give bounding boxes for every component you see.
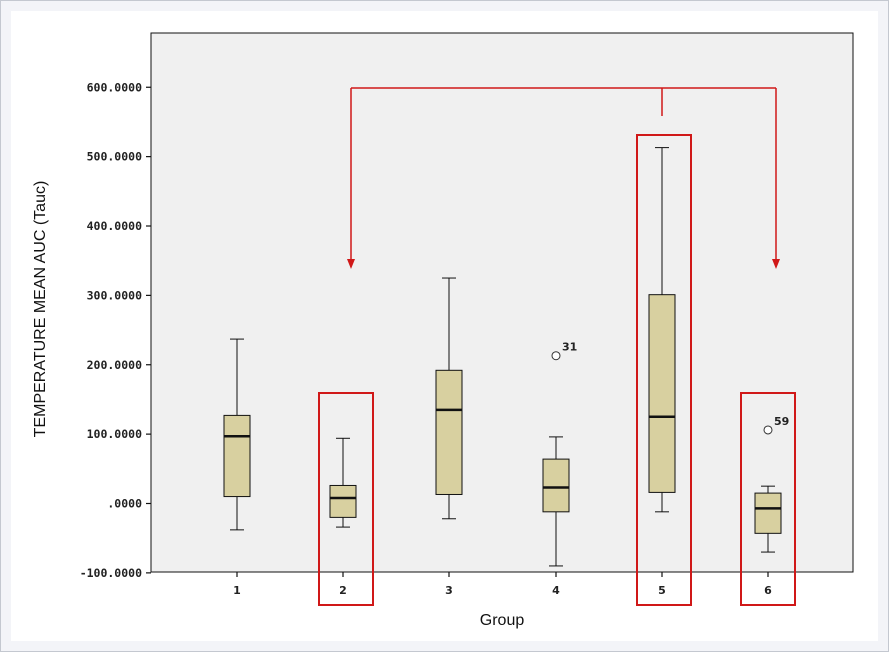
- y-tick-label: 200.0000: [87, 358, 142, 372]
- plot-area: [150, 32, 854, 573]
- outlier-point: [763, 425, 773, 435]
- y-tick-label: 300.0000: [87, 288, 142, 302]
- x-tick-label: 6: [764, 584, 772, 597]
- y-tick-label: -100.0000: [80, 566, 142, 580]
- y-tick-label: 100.0000: [87, 427, 142, 441]
- x-tick-label: 2: [339, 584, 347, 597]
- highlight-box-group-6: [740, 392, 796, 606]
- highlight-box-group-2: [318, 392, 374, 606]
- box-plot-chart: -100.0000 .0000 100.0000 200.0000 300.0000 40…: [32, 32, 854, 629]
- outlier-point: [551, 351, 561, 361]
- box-group-2: [329, 484, 357, 518]
- x-tick-label: 3: [445, 584, 453, 597]
- y-axis-title: TEMPERATURE MEAN AUC (Tauc): [32, 181, 49, 438]
- bracket-arrow-head: [347, 259, 355, 269]
- box-group-3: [435, 369, 463, 495]
- highlight-box-group-5: [636, 134, 692, 606]
- x-tick-label: 5: [658, 584, 666, 597]
- bracket-arrow-head: [772, 259, 780, 269]
- box-group-1: [223, 414, 251, 498]
- box-group-4: [542, 458, 570, 513]
- outlier-label: 59: [774, 415, 789, 428]
- box-group-5: [648, 294, 676, 493]
- outlier-label: 31: [562, 341, 577, 354]
- y-tick-label: .0000: [107, 497, 142, 511]
- x-axis-title: Group: [480, 612, 525, 629]
- box-group-6: [754, 492, 782, 534]
- x-tick-label: 4: [552, 584, 560, 597]
- figure-panel: -100.0000 .0000 100.0000 200.0000 300.0000 40…: [11, 11, 878, 641]
- x-tick-label: 1: [233, 584, 241, 597]
- y-tick-label: 600.0000: [87, 80, 142, 94]
- y-tick-label: 500.0000: [87, 150, 142, 164]
- y-tick-label: 400.0000: [87, 219, 142, 233]
